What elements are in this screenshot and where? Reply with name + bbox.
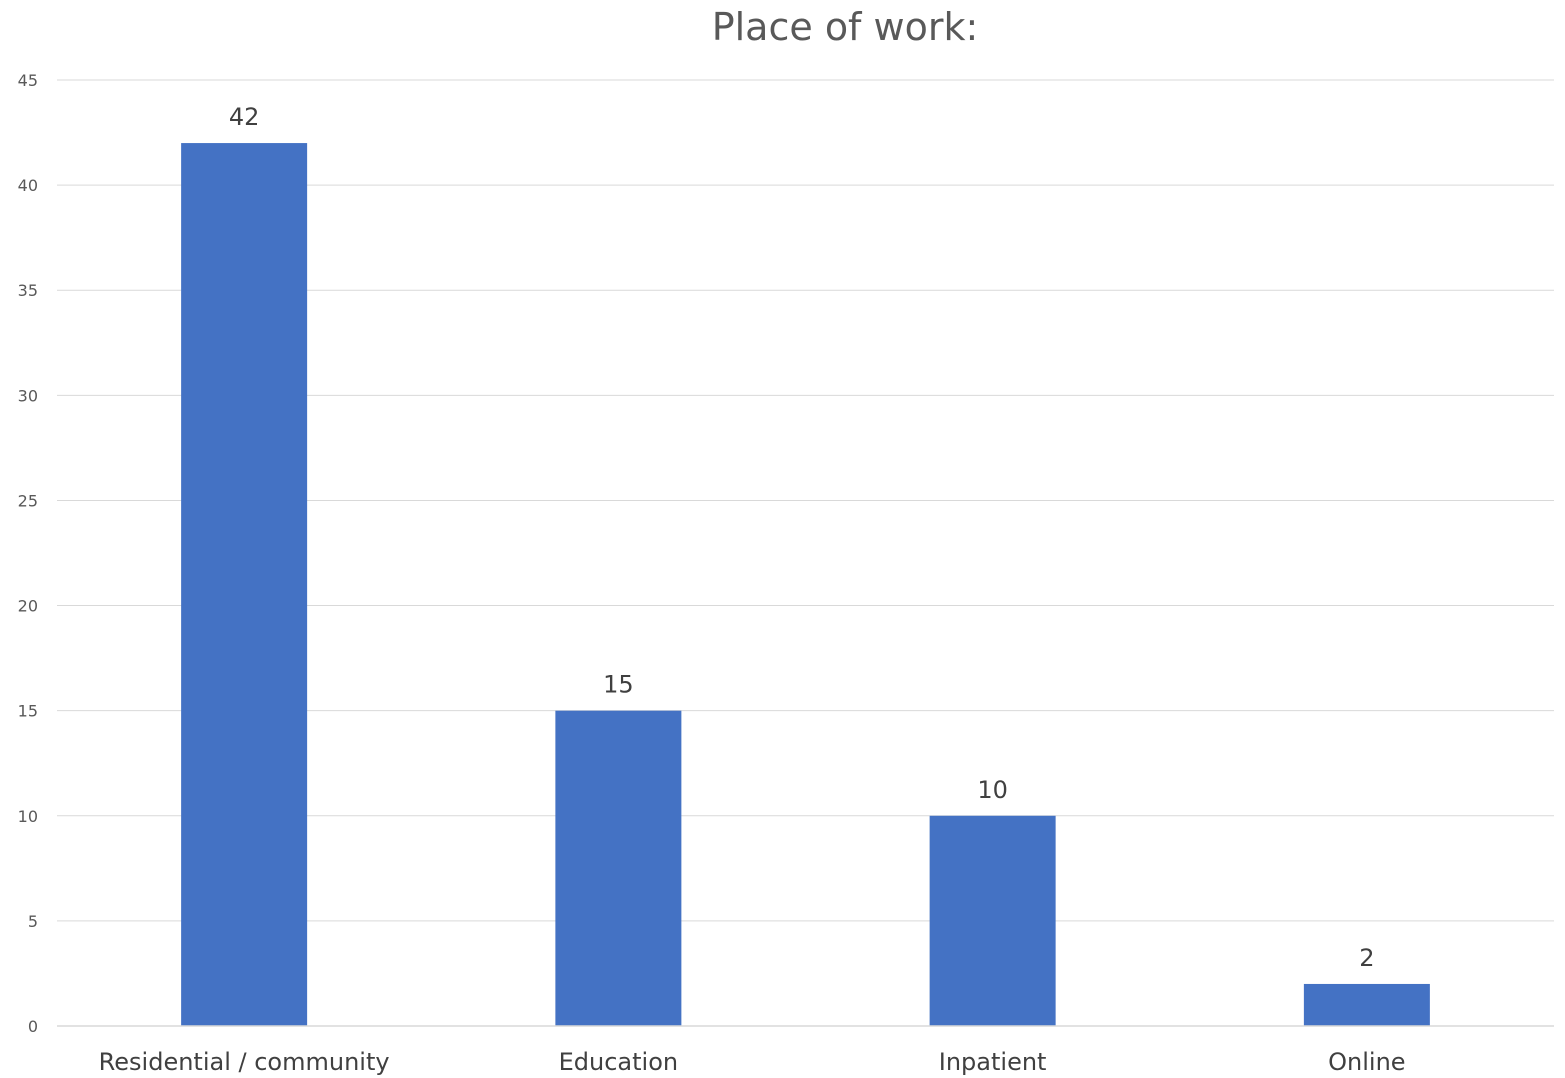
category-label: Online: [1328, 1048, 1405, 1076]
bar: [1303, 983, 1430, 1026]
data-labels: 42 15 10 2: [229, 103, 1375, 972]
category-label: Inpatient: [939, 1048, 1047, 1076]
data-label: 10: [977, 776, 1008, 804]
data-label: 42: [229, 103, 260, 131]
category-label: Education: [559, 1048, 678, 1076]
y-tick-label: 10: [18, 807, 38, 826]
y-tick-label: 15: [18, 702, 38, 721]
data-label: 2: [1359, 944, 1374, 972]
bar: [181, 143, 308, 1027]
y-tick-label: 5: [28, 912, 38, 931]
y-tick-label: 35: [18, 281, 38, 300]
y-tick-label: 45: [18, 71, 38, 90]
chart-title: Place of work:: [712, 5, 979, 49]
bar: [555, 710, 682, 1026]
category-label: Residential / community: [99, 1048, 390, 1076]
bar: [929, 815, 1056, 1026]
y-tick-label: 25: [18, 491, 38, 510]
data-label: 15: [603, 671, 634, 699]
y-tick-label: 30: [18, 386, 38, 405]
y-tick-label: 0: [28, 1017, 38, 1036]
bars: [181, 143, 1430, 1027]
y-axis-tick-labels: 0 5 10 15 20 25 30 35 40 45: [18, 71, 38, 1036]
x-axis-category-labels: Residential / community Education Inpatien…: [99, 1048, 1406, 1076]
y-tick-label: 40: [18, 176, 38, 195]
y-tick-label: 20: [18, 597, 38, 616]
